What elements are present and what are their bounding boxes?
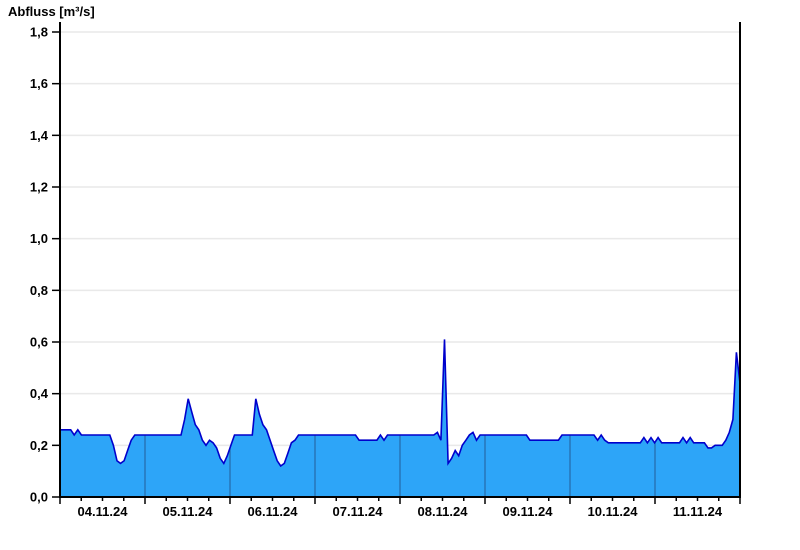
y-tick-label: 1,2 bbox=[30, 180, 48, 195]
day-separator-lines bbox=[144, 339, 656, 497]
x-day-label: 04.11.24 bbox=[78, 504, 129, 519]
discharge-line bbox=[60, 339, 741, 468]
x-day-label: 09.11.24 bbox=[503, 504, 554, 519]
x-day-label: 05.11.24 bbox=[163, 504, 214, 519]
x-day-label: 07.11.24 bbox=[333, 504, 384, 519]
y-tick-label: 0,0 bbox=[30, 490, 48, 505]
axes bbox=[59, 22, 741, 498]
x-day-label: 08.11.24 bbox=[418, 504, 469, 519]
y-tick-label: 0,4 bbox=[30, 386, 49, 401]
y-tick-label: 1,8 bbox=[30, 25, 48, 40]
x-day-label: 11.11.24 bbox=[673, 504, 723, 519]
x-day-label: 06.11.24 bbox=[248, 504, 299, 519]
y-tick-label: 1,4 bbox=[30, 128, 49, 143]
y-tick-label: 0,2 bbox=[30, 438, 48, 453]
horizontal-gridlines bbox=[60, 31, 740, 447]
y-tick-label: 1,6 bbox=[30, 76, 48, 91]
x-axis-ticks-labels: 04.11.24 05.11.24 06.11.24 07.11.24 08.11.24… bbox=[59, 497, 741, 519]
y-tick-label: 1,0 bbox=[30, 231, 48, 246]
x-day-label: 10.11.24 bbox=[588, 504, 639, 519]
y-tick-label: 0,8 bbox=[30, 283, 48, 298]
chart-title: Abfluss [m³/s] bbox=[8, 4, 95, 19]
y-tick-label: 0,6 bbox=[30, 335, 48, 350]
y-axis-ticks-labels: 0,0 0,2 0,4 0,6 0,8 1,0 1,2 1,4 1,6 1,8 bbox=[30, 25, 60, 505]
